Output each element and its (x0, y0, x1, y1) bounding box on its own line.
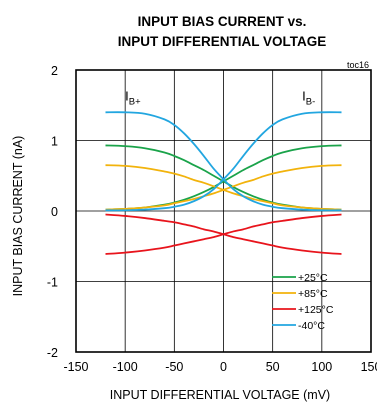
chart-title-line2: INPUT DIFFERENTIAL VOLTAGE (118, 34, 327, 49)
x-tick-label: 50 (266, 360, 280, 374)
x-axis-label: INPUT DIFFERENTIAL VOLTAGE (mV) (110, 388, 330, 402)
x-tick-labels: -150 -100 -50 0 50 100 150 (63, 360, 377, 374)
plot-frame (75, 69, 372, 353)
y-tick-label: -1 (47, 276, 58, 290)
x-tick-label: -50 (165, 360, 183, 374)
y-tick-label: 1 (51, 135, 58, 149)
y-axis-label: INPUT BIAS CURRENT (nA) (11, 136, 25, 297)
y-tick-labels: -2 -1 0 1 2 (47, 64, 58, 360)
y-tick-label: 0 (51, 205, 58, 219)
series-lines (105, 111, 342, 255)
legend-item: +85°C (272, 288, 328, 300)
x-tick-label: -100 (113, 360, 138, 374)
legend: +25°C +85°C +125°C -40°C (272, 272, 334, 332)
series-line-85c-ib (105, 164, 342, 211)
legend-item: +25°C (272, 272, 328, 284)
legend-label: +125°C (298, 304, 334, 316)
legend-item: -40°C (272, 320, 325, 332)
legend-label: -40°C (298, 320, 325, 332)
curve-annotations: IB+ IB- (125, 88, 315, 107)
curve-annotation-2: IB- (302, 88, 315, 107)
legend-label: +85°C (298, 288, 328, 300)
series-line-40c-ib (105, 111, 342, 212)
figure-id: toc16 (347, 60, 369, 70)
x-tick-label: 100 (311, 360, 332, 374)
curve-annotation-1: IB+ (125, 88, 141, 107)
x-tick-label: 150 (361, 360, 377, 374)
y-tick-label: -2 (47, 346, 58, 360)
series-line-125c-ib (105, 213, 342, 255)
legend-item: +125°C (272, 304, 334, 316)
x-tick-label: 0 (220, 360, 227, 374)
y-tick-label: 2 (51, 64, 58, 78)
legend-label: +25°C (298, 272, 328, 284)
x-tick-label: -150 (63, 360, 88, 374)
chart-title-line1: INPUT BIAS CURRENT vs. (138, 14, 307, 29)
